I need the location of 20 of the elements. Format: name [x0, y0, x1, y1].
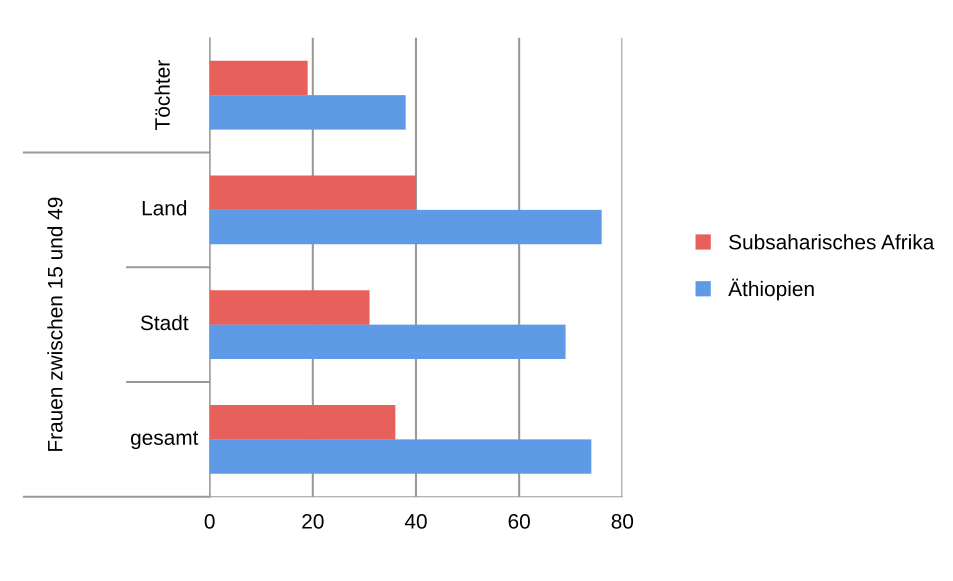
bar [210, 290, 370, 325]
bar [210, 60, 308, 96]
y-tick-label: Stadt [140, 314, 188, 330]
x-tick-label: 40 [404, 514, 427, 529]
bar [210, 439, 592, 474]
bar [210, 404, 396, 440]
bar [210, 175, 416, 210]
legend-label: Äthiopien [728, 278, 814, 300]
legend-label: Subsaharisches Afrika [729, 234, 934, 250]
bar [210, 210, 602, 244]
bar [210, 324, 566, 360]
x-tick-label: 60 [508, 514, 530, 529]
x-tick-label: 20 [302, 514, 324, 529]
y-tick-label: gesamt [130, 431, 198, 450]
y-tick-label: Land [142, 200, 186, 216]
text: Frauen zwischen 15 und 49 [47, 198, 63, 451]
y-tick-label: Töchter [154, 60, 170, 130]
x-tick-label: 0 [204, 514, 215, 529]
bar [210, 95, 406, 130]
x-tick-label: 80 [612, 514, 634, 529]
